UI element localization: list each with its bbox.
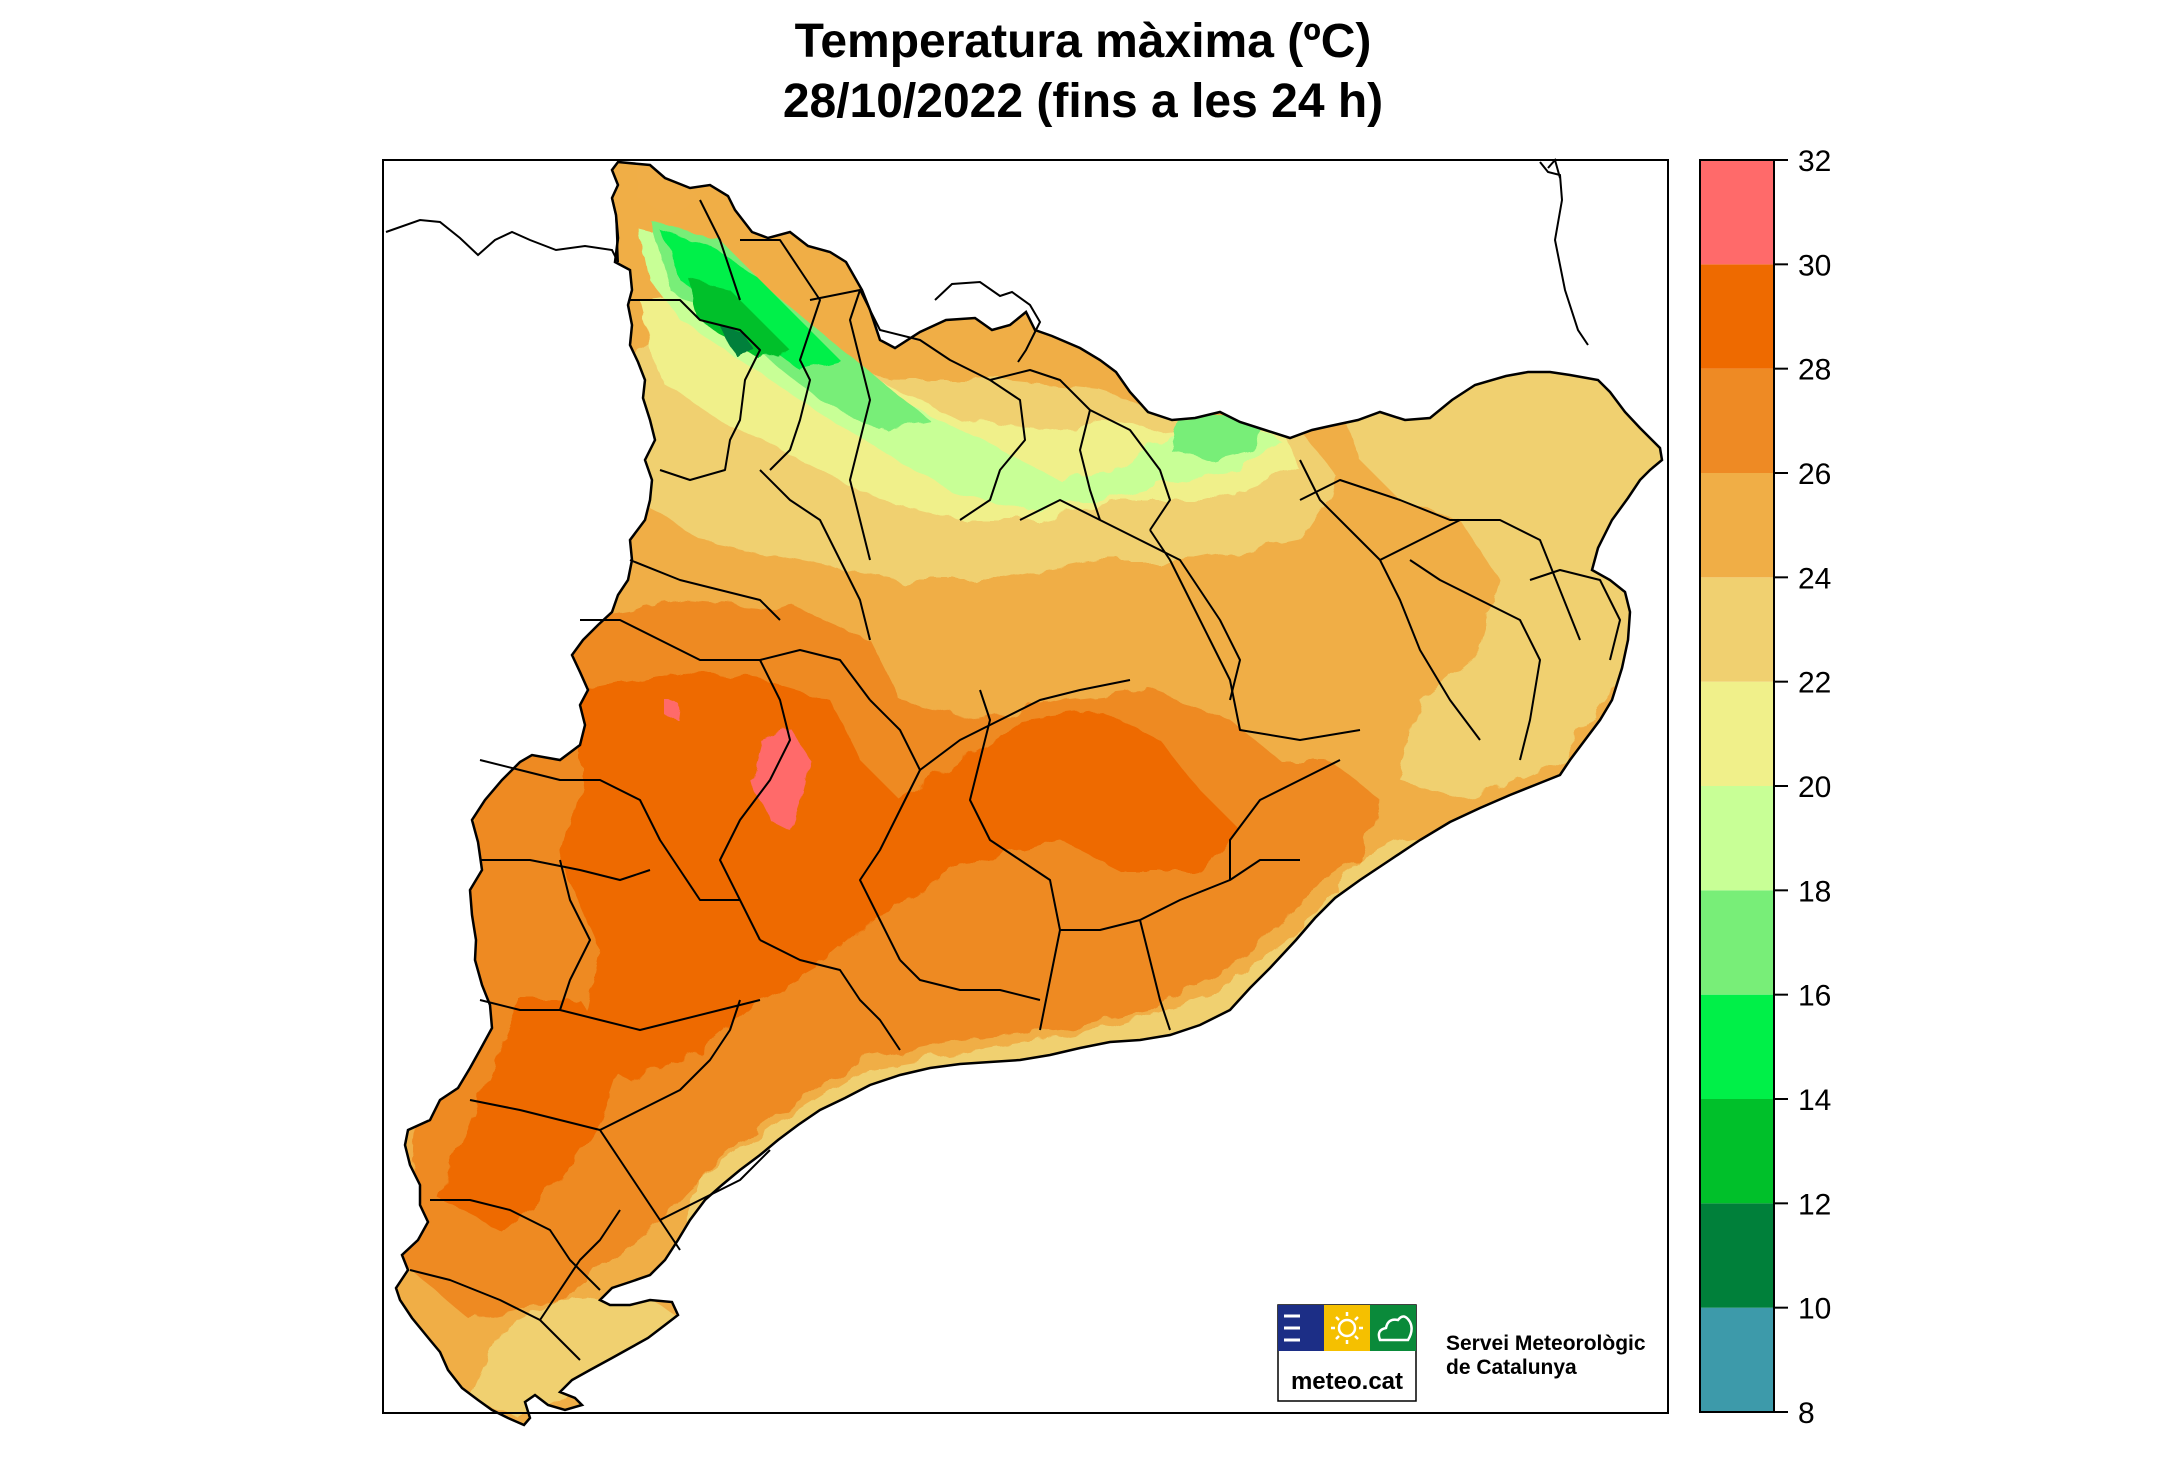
temp-band-14-16 [660, 230, 840, 370]
temp-band-28-30-south [440, 1000, 620, 1230]
legend-swatch [1700, 890, 1774, 995]
legend-swatch [1700, 264, 1774, 369]
legend-swatch [1700, 1099, 1774, 1204]
legend-tick-label: 16 [1798, 980, 1831, 1013]
legend-tick-label: 12 [1798, 1188, 1831, 1221]
legend-tick-label: 8 [1798, 1397, 1815, 1430]
legend-tick-label: 22 [1798, 667, 1831, 700]
color-legend: 8 10 12 14 16 18 20 22 24 26 28 30 32 [1699, 145, 1831, 1430]
temp-band-12-14 [690, 280, 790, 360]
legend-tick-label: 26 [1798, 458, 1831, 491]
logo-site: meteo.cat [1291, 1368, 1403, 1395]
legend-swatch [1700, 681, 1774, 786]
map-title: Temperatura màxima (ºC) [794, 15, 1372, 68]
legend-swatch [1700, 1203, 1774, 1308]
comarca-boundaries [409, 199, 1621, 1361]
smc-logo: meteo.cat [1277, 1304, 1417, 1402]
legend-tick-label: 14 [1798, 1084, 1831, 1117]
legend-tick-label: 28 [1798, 354, 1831, 387]
logo-name-line2: de Catalunya [1446, 1356, 1577, 1379]
temp-band-30-32-spot [665, 700, 680, 720]
map-frame [382, 159, 1669, 1414]
temperature-field [396, 162, 1662, 1425]
lines-icon-marks [1284, 1314, 1300, 1342]
legend-tick-label: 32 [1798, 145, 1831, 178]
temp-band-22-24-ne [1330, 360, 1660, 800]
legend-tick-label: 20 [1798, 771, 1831, 804]
legend-swatch [1700, 473, 1774, 578]
legend-tick-label: 24 [1798, 562, 1831, 595]
foreign-borders [385, 157, 1589, 363]
sun-icon-marks [1331, 1312, 1363, 1344]
temp-band-10-12 [715, 320, 755, 355]
sun-icon [1324, 1305, 1370, 1351]
legend-swatch [1700, 368, 1774, 473]
cloud-icon [1370, 1305, 1416, 1351]
legend-swatch [1700, 786, 1774, 891]
cloud-icon-mark [1377, 1315, 1413, 1342]
temp-band-28-30 [560, 670, 1240, 1080]
legend-swatch [1700, 577, 1774, 682]
map-subtitle: 28/10/2022 (fins a les 24 h) [782, 75, 1384, 128]
legend-tick-label: 18 [1798, 875, 1831, 908]
temp-band-22-24-coast [680, 830, 1460, 1240]
temp-band-30-32 [750, 728, 810, 830]
legend-swatch [1700, 160, 1774, 265]
logo-name-line1: Servei Meteorològic [1446, 1332, 1646, 1355]
legend-tick-label: 30 [1798, 249, 1831, 282]
temp-band-24-26-aran [640, 162, 700, 215]
legend-swatch [1700, 994, 1774, 1099]
legend-tick-label: 10 [1798, 1293, 1831, 1326]
legend-swatch [1700, 1307, 1774, 1412]
